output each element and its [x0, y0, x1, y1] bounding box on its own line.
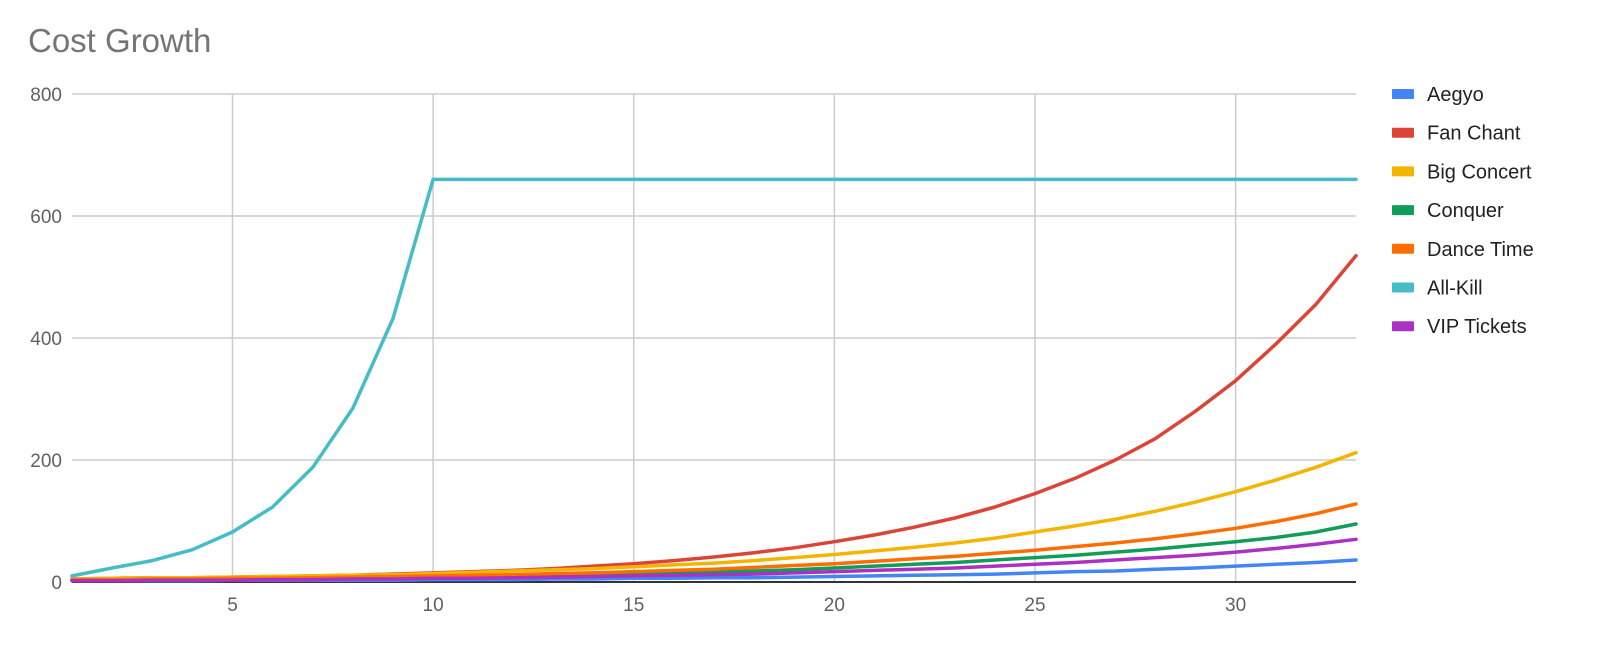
legend-swatch [1392, 89, 1414, 99]
legend-swatch [1392, 282, 1414, 293]
legend-swatch [1392, 243, 1414, 254]
legend-swatch [1392, 205, 1414, 216]
legend-item-big-concert[interactable]: Big Concert [1392, 161, 1532, 183]
legend[interactable]: Aegyo Fan Chant Big Concert Conquer Dance Ti… [1392, 84, 1534, 338]
x-tick-label: 5 [227, 595, 238, 616]
legend-item-aegyo[interactable]: Aegyo [1392, 84, 1484, 106]
y-tick-label: 800 [30, 85, 62, 106]
legend-label: Conquer [1427, 200, 1504, 222]
legend-swatch [1392, 321, 1414, 332]
chart-title: Cost Growth [28, 22, 212, 59]
legend-item-vip-tickets[interactable]: VIP Tickets [1392, 316, 1527, 338]
x-tick-label: 25 [1024, 595, 1045, 616]
series-line-all-kill[interactable] [70, 177, 1358, 578]
series-line-vip-tickets[interactable] [70, 537, 1358, 583]
series-line-fan-chant[interactable] [70, 253, 1358, 581]
legend-label: All-Kill [1427, 278, 1483, 300]
x-tick-label: 20 [824, 595, 845, 616]
legend-item-dance-time[interactable]: Dance Time [1392, 239, 1534, 261]
x-tick-label: 10 [423, 595, 444, 616]
legend-label: Big Concert [1427, 161, 1532, 183]
series-lines [70, 177, 1358, 583]
y-tick-label: 0 [51, 573, 62, 594]
y-tick-label: 400 [30, 329, 62, 350]
legend-item-all-kill[interactable]: All-Kill [1392, 278, 1483, 300]
x-tick-label: 15 [623, 595, 644, 616]
legend-item-fan-chant[interactable]: Fan Chant [1392, 123, 1521, 145]
series-line-conquer[interactable] [70, 522, 1358, 582]
legend-label: Fan Chant [1427, 123, 1521, 145]
legend-label: Dance Time [1427, 239, 1534, 261]
series-line-big-concert[interactable] [70, 450, 1358, 581]
legend-item-conquer[interactable]: Conquer [1392, 200, 1504, 222]
y-tick-label: 600 [30, 207, 62, 228]
axes: 0 200 400 600 800 5 10 15 20 25 30 [30, 85, 1356, 616]
x-tick-label: 30 [1225, 595, 1246, 616]
legend-label: VIP Tickets [1427, 316, 1527, 338]
legend-swatch [1392, 166, 1414, 177]
grid [72, 93, 1356, 582]
legend-label: Aegyo [1427, 84, 1484, 106]
legend-swatch [1392, 127, 1414, 138]
y-tick-label: 200 [30, 451, 62, 472]
